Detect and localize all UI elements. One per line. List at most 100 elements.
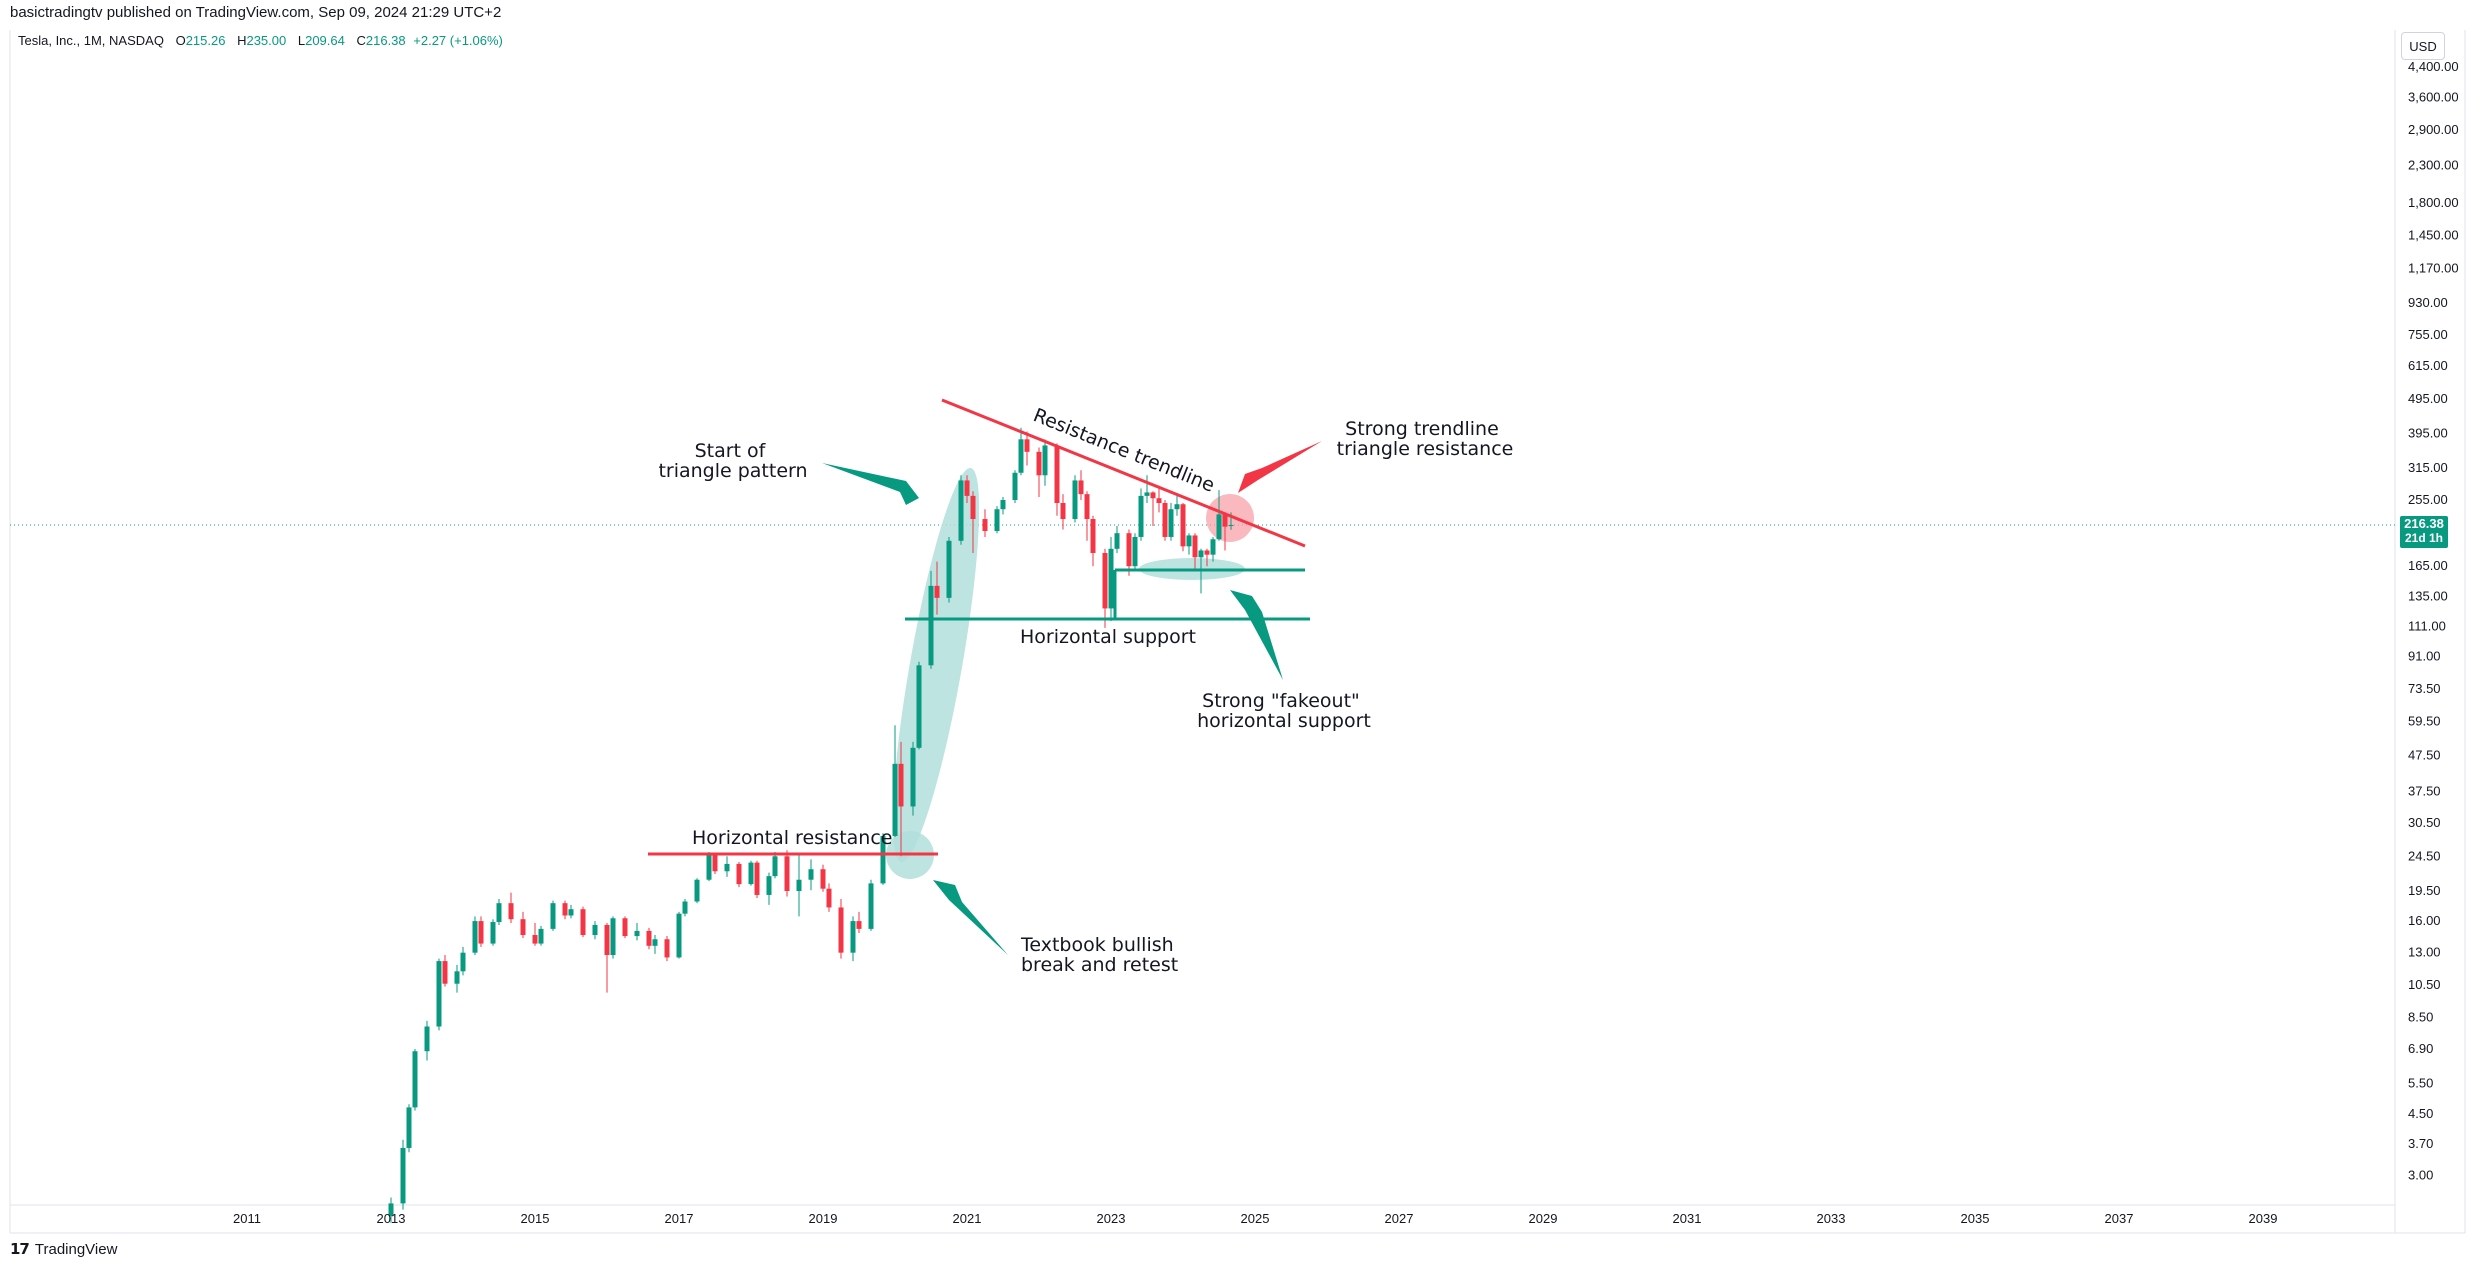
price-tick-label: 395.00 bbox=[2408, 425, 2448, 440]
candle bbox=[1180, 503, 1186, 552]
fakeout-support-label: Strong "fakeout" horizontal support bbox=[1197, 690, 1371, 732]
candle bbox=[550, 900, 556, 931]
candle bbox=[412, 1049, 418, 1111]
candle bbox=[652, 935, 658, 954]
price-tick-label: 13.00 bbox=[2408, 945, 2441, 960]
candle bbox=[538, 925, 544, 946]
candle bbox=[562, 900, 568, 920]
candle bbox=[508, 892, 514, 924]
candle bbox=[1204, 548, 1210, 567]
price-tick-label: 3.70 bbox=[2408, 1136, 2433, 1151]
price-tick-label: 315.00 bbox=[2408, 460, 2448, 475]
start-triangle-label: Start of triangle pattern bbox=[658, 440, 807, 482]
candle bbox=[898, 741, 904, 857]
start-triangle-arrow bbox=[822, 463, 919, 505]
time-tick-label: 2039 bbox=[2249, 1211, 2278, 1226]
candle bbox=[1054, 443, 1060, 516]
price-tick-label: 4.50 bbox=[2408, 1106, 2433, 1121]
horizontal-resistance-label: Horizontal resistance bbox=[692, 827, 892, 849]
candle bbox=[772, 851, 778, 879]
candle bbox=[1192, 533, 1198, 569]
candle bbox=[856, 911, 862, 933]
footer-brand-name: TradingView bbox=[34, 1240, 118, 1258]
candle bbox=[1018, 427, 1024, 476]
high-value: 235.00 bbox=[246, 33, 287, 48]
candle bbox=[1108, 536, 1114, 622]
time-tick-label: 2021 bbox=[953, 1211, 982, 1226]
time-tick-label: 2029 bbox=[1529, 1211, 1558, 1226]
price-tick-label: 930.00 bbox=[2408, 295, 2448, 310]
close-label: C bbox=[356, 33, 366, 48]
symbol-legend: Tesla, Inc., 1M, NASDAQ O215.26 H235.00 … bbox=[18, 33, 503, 48]
price-tick-label: 495.00 bbox=[2408, 391, 2448, 406]
price-tick-label: 16.00 bbox=[2408, 913, 2441, 928]
candle bbox=[1162, 500, 1168, 541]
candle bbox=[1042, 439, 1048, 486]
price-tick-label: 6.90 bbox=[2408, 1041, 2433, 1056]
candle bbox=[892, 725, 898, 838]
candle bbox=[442, 955, 448, 987]
price-tick-label: 2,300.00 bbox=[2408, 157, 2459, 172]
time-tick-label: 2019 bbox=[809, 1211, 838, 1226]
time-tick-label: 2027 bbox=[1385, 1211, 1414, 1226]
candle bbox=[436, 958, 442, 1031]
price-axis-labels: 4,400.00 3,600.00 2,900.00 2,300.00 1,800.00… bbox=[2408, 59, 2459, 1183]
footer-brand: 𝟭𝟳 TradingView bbox=[10, 1240, 118, 1259]
currency-button[interactable]: USD bbox=[2401, 32, 2445, 60]
candle bbox=[1114, 525, 1120, 553]
candle bbox=[1144, 475, 1150, 504]
svg-text:216.38: 216.38 bbox=[2404, 516, 2444, 531]
price-tick-label: 8.50 bbox=[2408, 1009, 2433, 1024]
candle bbox=[946, 536, 952, 603]
candle bbox=[454, 964, 460, 993]
candle bbox=[388, 1197, 394, 1223]
price-tick-label: 5.50 bbox=[2408, 1075, 2433, 1090]
price-tick-label: 111.00 bbox=[2408, 618, 2446, 633]
break-retest-label: Textbook bullish break and retest bbox=[1020, 934, 1180, 976]
price-tick-label: 59.50 bbox=[2408, 713, 2441, 728]
price-tick-label: 2,900.00 bbox=[2408, 122, 2459, 137]
price-tick-label: 24.50 bbox=[2408, 848, 2441, 863]
candle bbox=[1000, 497, 1006, 515]
publisher-line: basictradingtv published on TradingView.… bbox=[10, 4, 502, 21]
candle bbox=[490, 919, 496, 946]
resistance-trendline bbox=[941, 398, 1306, 548]
time-axis-labels: 2011 2013 2015 2017 2019 2021 2023 2025 2027 2029… bbox=[233, 1211, 2277, 1226]
time-tick-label: 2037 bbox=[2105, 1211, 2134, 1226]
candle bbox=[826, 883, 832, 912]
symbol-name[interactable]: Tesla, Inc., 1M, NASDAQ bbox=[18, 33, 164, 48]
price-tick-label: 47.50 bbox=[2408, 748, 2441, 763]
tradingview-logo-icon: 𝟭𝟳 bbox=[10, 1241, 30, 1258]
candle bbox=[982, 509, 988, 537]
svg-text:21d 1h: 21d 1h bbox=[2405, 531, 2443, 545]
candle bbox=[868, 879, 874, 931]
candle bbox=[424, 1020, 430, 1061]
time-tick-label: 2013 bbox=[377, 1211, 406, 1226]
candle bbox=[1168, 503, 1174, 541]
candle bbox=[766, 872, 772, 905]
candle bbox=[478, 916, 484, 947]
candle bbox=[1060, 494, 1066, 530]
candle bbox=[1156, 485, 1162, 513]
change-value: +2.27 (+1.06%) bbox=[413, 33, 503, 48]
price-tick-label: 3,600.00 bbox=[2408, 89, 2459, 104]
price-tick-label: 1,170.00 bbox=[2408, 260, 2459, 275]
candle bbox=[1132, 533, 1138, 571]
candle bbox=[400, 1139, 406, 1210]
time-tick-label: 2031 bbox=[1673, 1211, 1702, 1226]
candle bbox=[1012, 470, 1018, 504]
candle bbox=[496, 899, 502, 925]
candle bbox=[676, 911, 682, 959]
time-tick-label: 2011 bbox=[233, 1211, 261, 1226]
candle bbox=[724, 856, 730, 877]
candle bbox=[934, 561, 940, 615]
time-tick-label: 2023 bbox=[1097, 1211, 1126, 1226]
time-tick-label: 2025 bbox=[1241, 1211, 1270, 1226]
candle bbox=[754, 860, 760, 899]
candle bbox=[634, 923, 640, 941]
candle bbox=[958, 475, 964, 545]
candle bbox=[964, 475, 970, 504]
candle bbox=[706, 851, 712, 882]
break-retest-arrow bbox=[933, 880, 1008, 955]
